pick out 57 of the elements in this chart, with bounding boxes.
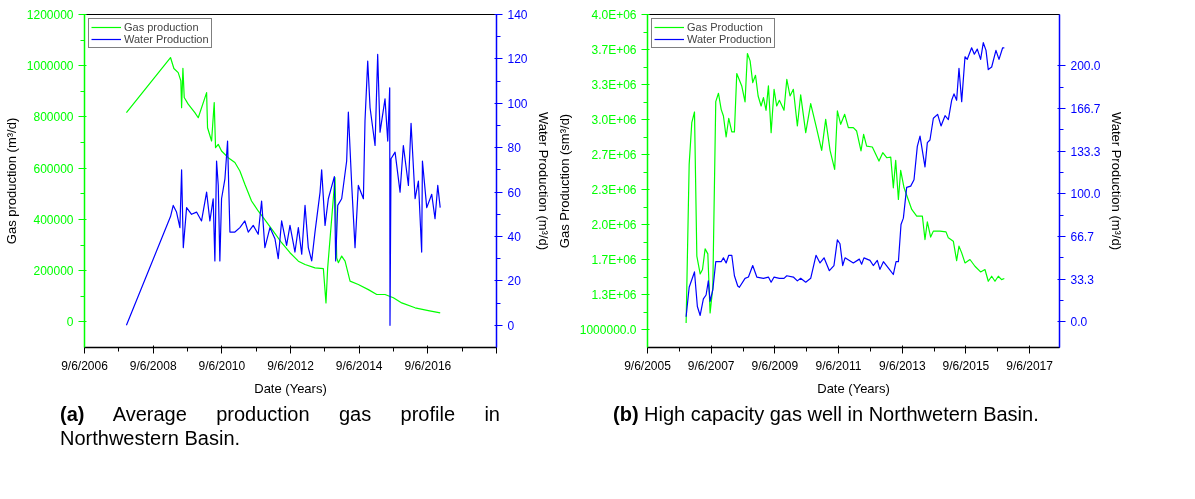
- y2-tick-label: 200.0: [1070, 59, 1101, 74]
- y2-tick-label: 66.7: [1070, 230, 1095, 244]
- legend-label: Water Production: [124, 33, 209, 45]
- y-tick-label: 2.3E+06: [591, 182, 637, 197]
- y-tick-label: 1200000: [26, 8, 74, 22]
- x-tick-label: 9/6/2009: [751, 358, 799, 373]
- y-tick-label: 3.0E+06: [591, 112, 637, 127]
- y-tick-label: 0: [66, 315, 74, 330]
- y-tick-label: 800000: [33, 110, 74, 125]
- y-tick-label: 4.0E+06: [591, 7, 637, 22]
- y2-tick-label: 166.7: [1070, 101, 1101, 116]
- x-tick-label: 9/6/2011: [815, 358, 862, 373]
- y2-tick-label: 140: [507, 8, 528, 22]
- y2-tick-label: 40: [507, 230, 522, 244]
- y2-tick-label: 0.0: [1070, 315, 1088, 330]
- text: (a) Average production gas profile in Northwestern Basin.: [60, 403, 500, 449]
- y-tick-label: 200000: [33, 264, 74, 279]
- text: (b) High capacity gas well in Northwetern Basin.: [613, 402, 1039, 426]
- x-tick-label: 9/6/2012: [267, 358, 315, 373]
- x-tick-label: 9/6/2017: [1006, 358, 1054, 373]
- x-axis-title: Date (Years): [817, 380, 890, 396]
- y-tick-label: 400000: [33, 212, 74, 227]
- y-axis-title: Gas production (m³/d): [3, 117, 19, 245]
- y2-tick-label: 80: [507, 141, 522, 156]
- y-tick-label: 600000: [33, 161, 74, 176]
- x-tick-label: 9/6/2015: [942, 358, 990, 373]
- y2-tick-label: 120: [507, 52, 528, 67]
- x-tick-label: 9/6/2008: [129, 358, 177, 373]
- x-tick-label: 9/6/2005: [624, 358, 672, 373]
- x-tick-label: 9/6/2007: [687, 358, 735, 373]
- y-axis-title: Gas Production (sm³/d): [556, 113, 572, 249]
- x-tick-label: 9/6/2010: [198, 358, 246, 373]
- y2-tick-label: 0: [507, 318, 515, 333]
- y2-tick-label: 60: [507, 185, 522, 200]
- y2-axis-title: Water Production (m³/d): [535, 111, 551, 251]
- x-tick-label: 9/6/2013: [878, 358, 926, 373]
- y2-tick-label: 100: [507, 96, 528, 111]
- y2-tick-label: 33.3: [1070, 272, 1095, 287]
- y2-tick-label: 133.3: [1070, 144, 1101, 159]
- y-tick-label: 3.7E+06: [591, 42, 637, 57]
- y-tick-label: 1000000.0: [579, 322, 637, 337]
- y-tick-label: 3.3E+06: [591, 77, 637, 92]
- y2-tick-label: 20: [507, 274, 522, 289]
- x-tick-label: 9/6/2006: [61, 358, 109, 373]
- legend-label: Gas Production: [687, 21, 763, 33]
- y2-axis-title: Water Production (m³/d): [1108, 111, 1124, 251]
- y-tick-label: 1000000: [26, 59, 74, 74]
- y2-tick-label: 100.0: [1070, 187, 1101, 202]
- y-tick-label: 2.7E+06: [591, 147, 637, 162]
- x-axis-title: Date (Years): [254, 380, 327, 396]
- legend-label: Gas production: [124, 21, 199, 33]
- legend-label: Water Production: [687, 33, 772, 45]
- y-tick-label: 1.7E+06: [591, 252, 637, 267]
- x-tick-label: 9/6/2014: [335, 358, 383, 373]
- x-tick-label: 9/6/2016: [404, 358, 452, 373]
- y-tick-label: 2.0E+06: [591, 217, 637, 232]
- y-tick-label: 1.3E+06: [591, 287, 637, 302]
